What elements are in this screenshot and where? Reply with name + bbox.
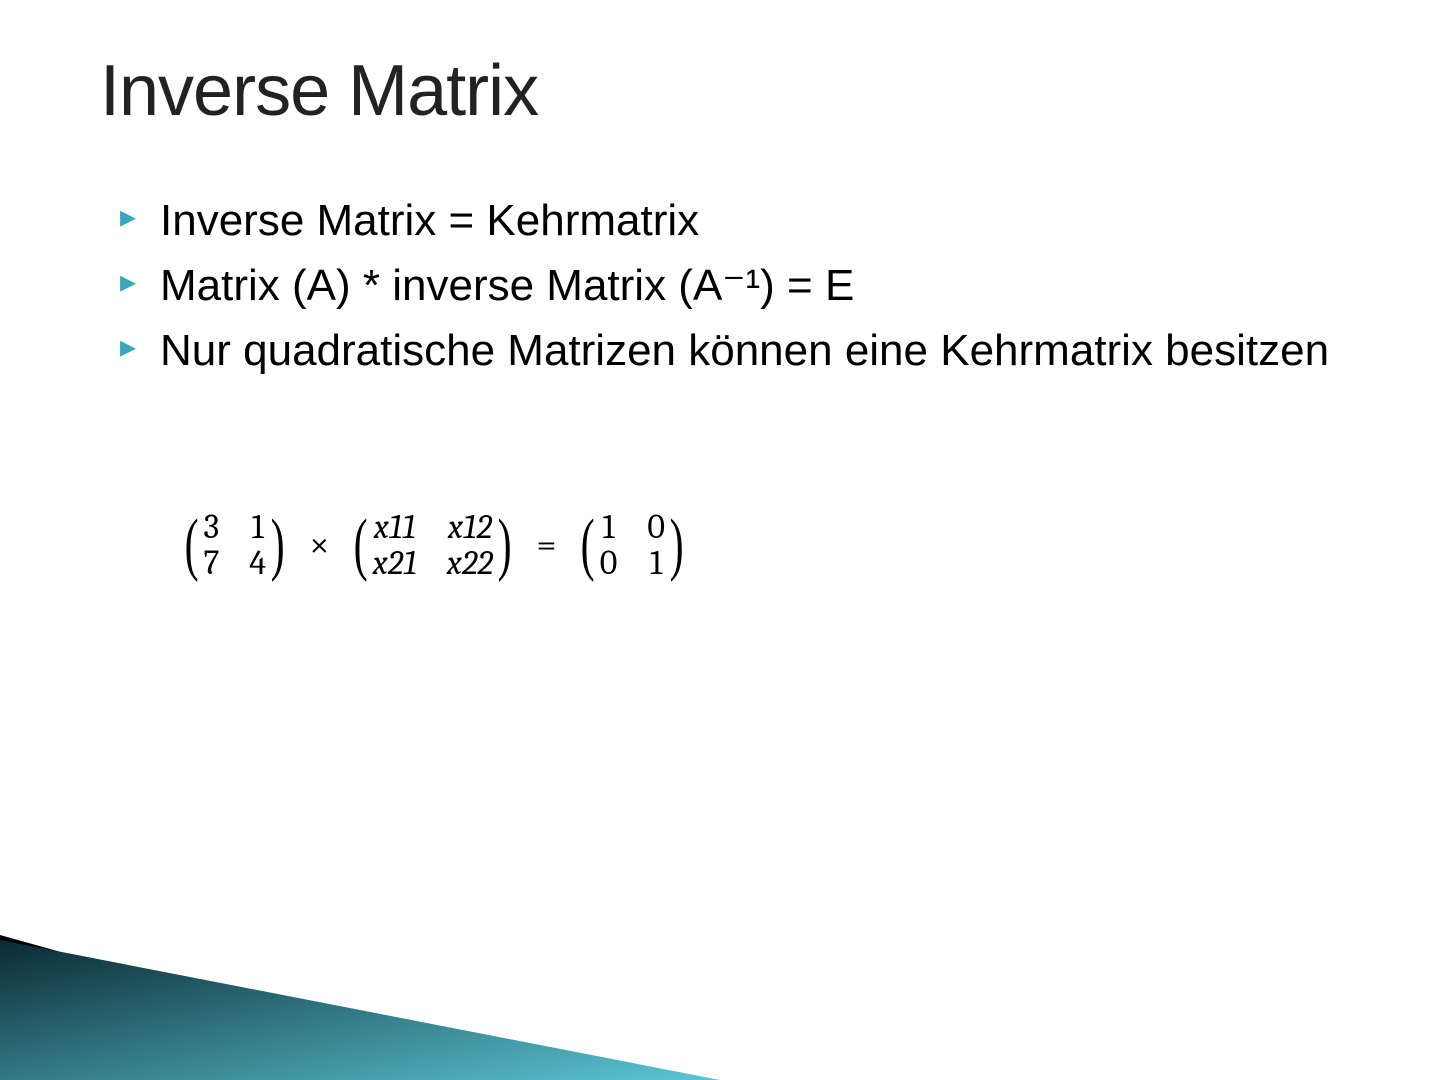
cell: 7: [203, 546, 219, 580]
matrix-a-body: 3 1 7 4: [203, 510, 266, 580]
paren-right: ): [498, 517, 512, 573]
paren-left: (: [185, 517, 199, 573]
cell: 0: [647, 510, 665, 544]
paren-left: (: [581, 517, 595, 573]
bullet-list: Inverse Matrix = Kehrmatrix Matrix (A) *…: [100, 192, 1340, 380]
matrix-i: ( 1 0 0 1 ): [576, 510, 688, 580]
cell: x11: [373, 510, 417, 544]
bullet-item: Nur quadratische Matrizen können eine Ke…: [120, 322, 1340, 379]
accent-decoration: [0, 880, 720, 1080]
multiply-op: ×: [309, 524, 329, 565]
bullet-text: Nur quadratische Matrizen können eine Ke…: [160, 326, 1329, 375]
matrix-x: ( x11 x12 x21 x22 ): [349, 510, 516, 580]
accent-triangle: [0, 940, 720, 1080]
slide-title: Inverse Matrix: [100, 50, 1340, 132]
paren-left: (: [354, 517, 368, 573]
matrix-i-body: 1 0 0 1: [600, 510, 665, 580]
cell: 1: [249, 510, 266, 544]
equation: ( 3 1 7 4 ) × ( x11 x12 x21 x22 ) = (: [180, 510, 1340, 580]
accent-shadow: [0, 935, 520, 1080]
cell: x21: [373, 546, 417, 580]
matrix-a: ( 3 1 7 4 ): [180, 510, 289, 580]
bullet-text: Matrix (A) * inverse Matrix (A⁻¹) = E: [160, 261, 854, 310]
matrix-x-body: x11 x12 x21 x22: [373, 510, 494, 580]
cell: x12: [447, 510, 493, 544]
paren-right: ): [670, 517, 684, 573]
cell: 1: [647, 546, 665, 580]
cell: 3: [203, 510, 219, 544]
cell: 1: [600, 510, 618, 544]
bullet-item: Matrix (A) * inverse Matrix (A⁻¹) = E: [120, 257, 1340, 314]
slide: Inverse Matrix Inverse Matrix = Kehrmatr…: [0, 0, 1440, 1080]
equals-op: =: [536, 524, 556, 565]
bullet-text: Inverse Matrix = Kehrmatrix: [160, 196, 699, 245]
bullet-item: Inverse Matrix = Kehrmatrix: [120, 192, 1340, 249]
cell: 4: [249, 546, 266, 580]
cell: x22: [447, 546, 493, 580]
paren-right: ): [271, 517, 285, 573]
cell: 0: [600, 546, 618, 580]
